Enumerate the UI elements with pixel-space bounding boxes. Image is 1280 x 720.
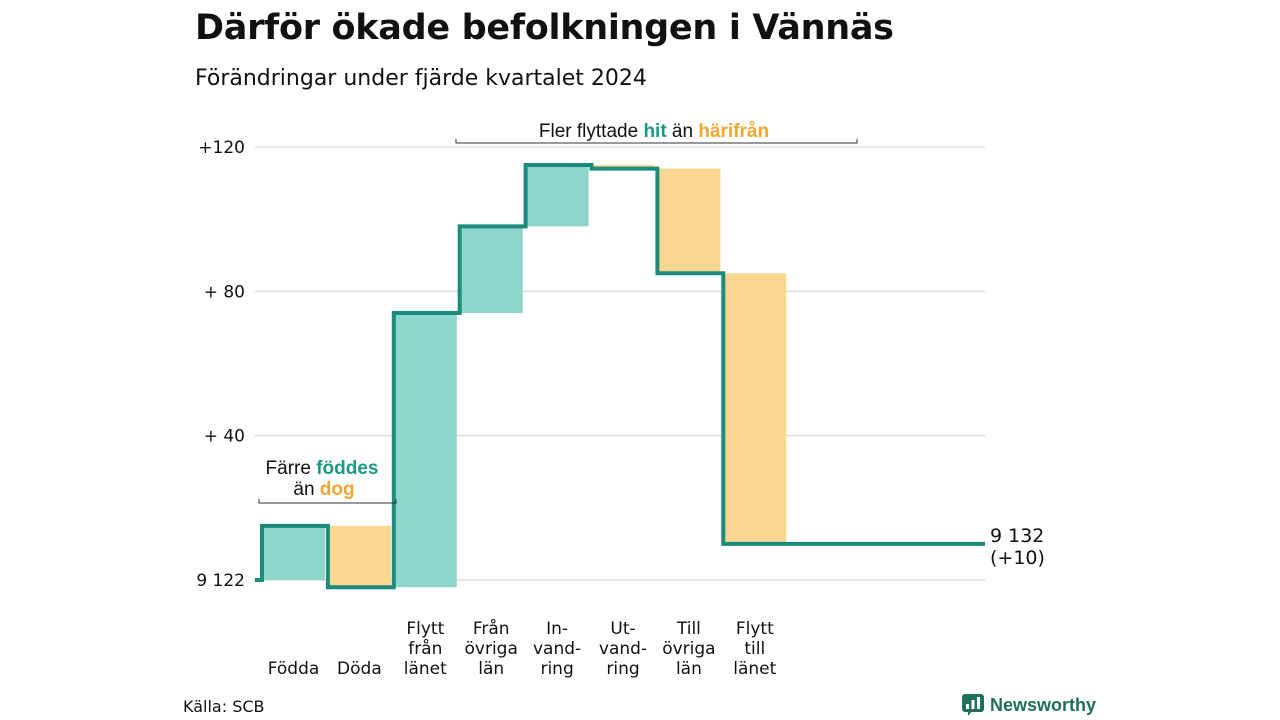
x-category-label: övriga: [662, 639, 715, 659]
brand-logo[interactable]: Newsworthy: [962, 694, 1096, 716]
bar: [262, 525, 325, 580]
chart-subtitle: Förändringar under fjärde kvartalet 2024: [195, 66, 647, 91]
source-label: Källa: SCB: [183, 697, 265, 716]
bar: [525, 165, 589, 227]
x-category-label: Flytt: [406, 619, 444, 639]
newsworthy-logo-icon: [962, 694, 984, 716]
x-category-label: från: [408, 638, 442, 659]
bar: [657, 168, 721, 274]
cumulative-line: [255, 163, 985, 590]
x-category-label: vand-: [599, 639, 647, 659]
y-tick-label: 9 122: [196, 571, 245, 591]
annotation-births-deaths: Färre föddes: [266, 458, 379, 479]
annotation-bracket: [455, 139, 858, 144]
bar: [327, 525, 391, 588]
annotation-segment: föddes: [316, 458, 378, 479]
x-category-label: länet: [404, 659, 447, 679]
x-category-label: Från: [473, 618, 510, 639]
y-tick-label: + 80: [204, 282, 245, 302]
x-category-label: Ut-: [610, 619, 635, 639]
annotation-bracket: [258, 499, 397, 504]
annotation-births-deaths-line2: än dog: [293, 479, 354, 500]
x-category-label: övriga: [465, 639, 518, 659]
x-category-label: Flytt: [736, 619, 774, 639]
annotation-segment: dog: [320, 479, 355, 500]
x-category-label: länet: [733, 659, 776, 679]
bar: [459, 226, 523, 313]
annotation-segment: Fler flyttade: [539, 121, 644, 142]
annotation-segment: härifrån: [698, 121, 769, 142]
x-category-label: län: [676, 659, 702, 679]
bar: [723, 273, 787, 544]
brand-name: Newsworthy: [990, 694, 1097, 715]
annotation-segment: Färre: [266, 458, 317, 479]
y-tick-label: + 40: [204, 427, 245, 447]
annotation-migration: Fler flyttade hit än härifrån: [539, 121, 769, 142]
chart-title: Därför ökade befolkningen i Vännäs: [195, 8, 894, 48]
x-category-label: Födda: [268, 659, 320, 679]
x-category-label: län: [478, 659, 504, 679]
y-tick-label: +120: [198, 138, 245, 158]
end-value-label: 9 132: [990, 525, 1044, 547]
x-category-label: In-: [546, 619, 568, 639]
x-category-label: ring: [540, 659, 573, 679]
x-category-label: Döda: [337, 659, 382, 679]
annotation-segment: än: [293, 479, 319, 500]
x-category-label: till: [744, 639, 765, 659]
x-category-label: ring: [606, 659, 639, 679]
x-category-label: Till: [676, 619, 701, 639]
annotation-segment: hit: [643, 121, 667, 142]
bar: [393, 312, 457, 588]
end-value-label: (+10): [990, 547, 1045, 569]
x-category-label: vand-: [533, 639, 581, 659]
annotation-segment: än: [667, 121, 699, 142]
